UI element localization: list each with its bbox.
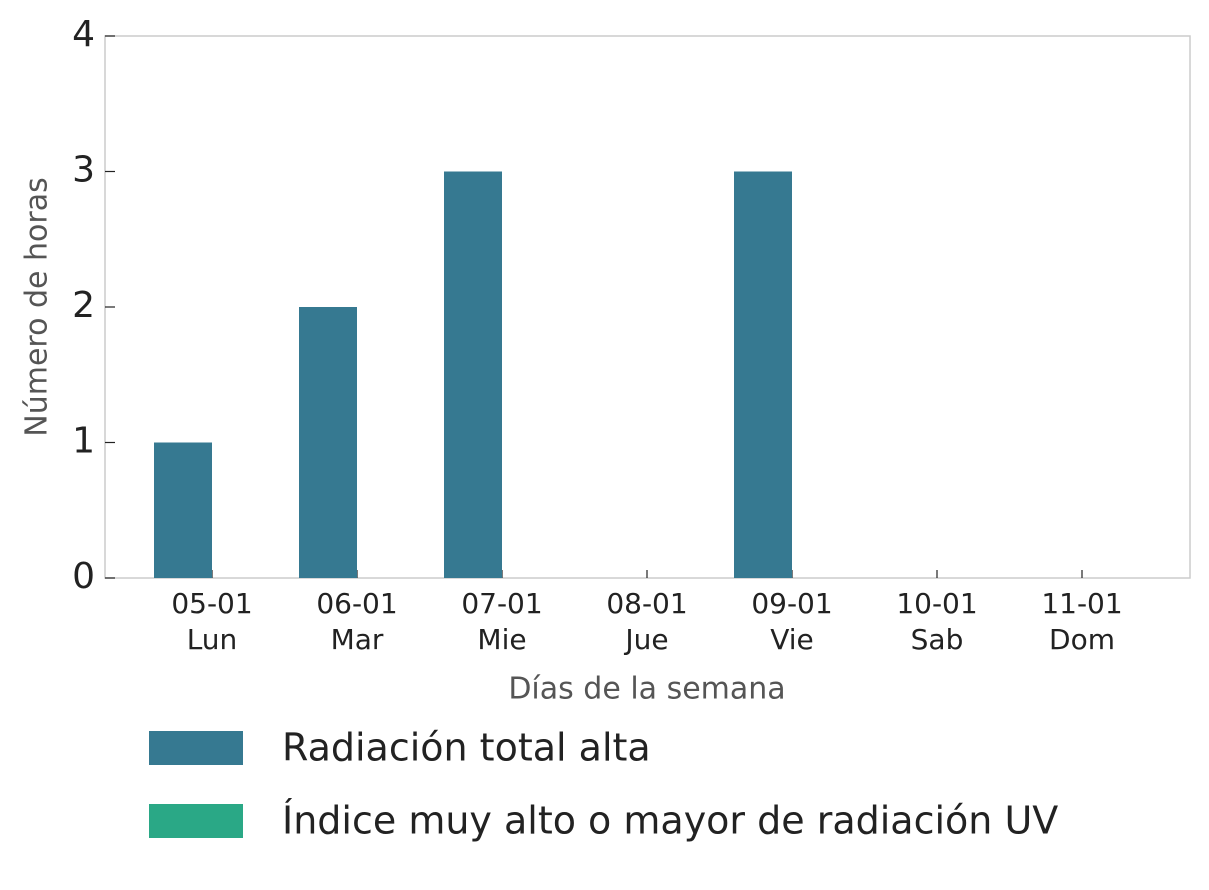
y-axis-label: Número de horas <box>20 177 55 436</box>
legend-label: Radiación total alta <box>282 726 651 770</box>
x-tick-label: 07-01 <box>461 587 542 620</box>
x-tick-label: 10-01 <box>896 587 977 620</box>
y-tick-label: 1 <box>72 421 95 462</box>
x-tick-label: 05-01 <box>171 587 252 620</box>
x-tick-label: Dom <box>1049 623 1115 656</box>
x-tick-label: Sab <box>911 623 964 656</box>
x-axis-label: Días de la semana <box>508 672 785 707</box>
x-tick-label: Lun <box>187 623 238 656</box>
bar <box>154 442 212 578</box>
legend-swatch <box>149 731 243 765</box>
x-tick-label: Vie <box>770 623 814 656</box>
bar <box>734 171 792 578</box>
x-tick-label: 06-01 <box>316 587 397 620</box>
x-tick-label: Mie <box>477 623 526 656</box>
x-tick-label: 11-01 <box>1041 587 1122 620</box>
y-tick-label: 3 <box>72 150 95 191</box>
x-tick-label: 08-01 <box>606 587 687 620</box>
x-tick-label: Jue <box>623 623 668 656</box>
x-tick-label: 09-01 <box>751 587 832 620</box>
bar <box>444 171 502 578</box>
y-tick-label: 4 <box>72 14 95 55</box>
legend-label: Índice muy alto o mayor de radiación UV <box>282 799 1058 843</box>
y-tick-label: 2 <box>72 285 95 326</box>
bar <box>299 307 357 578</box>
plot-frame <box>104 35 1191 579</box>
x-tick-label: Mar <box>331 623 384 656</box>
legend-swatch <box>149 804 243 838</box>
y-tick-label: 0 <box>72 556 95 597</box>
